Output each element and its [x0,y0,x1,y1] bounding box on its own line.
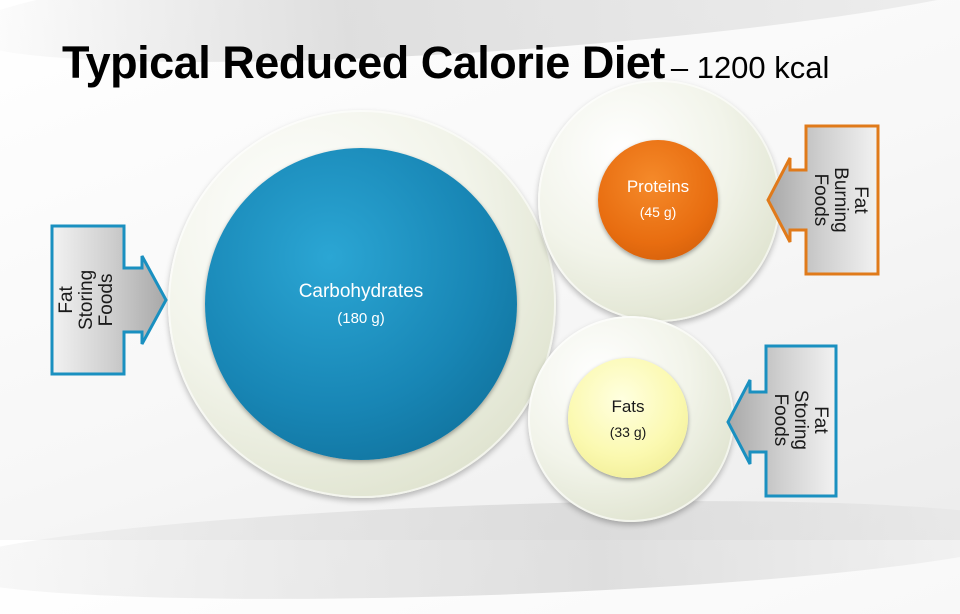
proteins-label: Proteins [626,176,690,196]
fats-amount: (33 g) [609,423,647,440]
proteins-circle: Proteins (45 g) [598,140,718,260]
fat-storing-label-left: Fat Storing Foods [56,269,117,331]
callout-arrows [50,124,880,498]
proteins-amount: (45 g) [639,203,677,220]
title-main: Typical Reduced Calorie Diet [62,37,665,88]
slide-title: Typical Reduced Calorie Diet – 1200 kcal [62,40,829,85]
fat-storing-arrow-right [726,344,838,498]
carbohydrates-amount: (180 g) [337,310,385,327]
fats-label: Fats [611,396,645,416]
title-subtitle: – 1200 kcal [670,50,830,85]
fats-circle: Fats (33 g) [568,358,688,478]
fat-storing-arrow-left [50,224,168,376]
fat-burning-arrow-right [766,124,880,276]
fat-burning-label: Fat Burning Foods [810,167,871,233]
fat-storing-callout-left: Fat Storing Foods [52,226,122,374]
fat-storing-callout-right: Fat Storing Foods [764,346,836,494]
carbohydrates-circle: Carbohydrates (180 g) [205,148,517,460]
fat-burning-callout: Fat Burning Foods [802,126,878,274]
carbohydrates-label: Carbohydrates [298,281,424,302]
fat-storing-label-right: Fat Storing Foods [770,389,831,451]
